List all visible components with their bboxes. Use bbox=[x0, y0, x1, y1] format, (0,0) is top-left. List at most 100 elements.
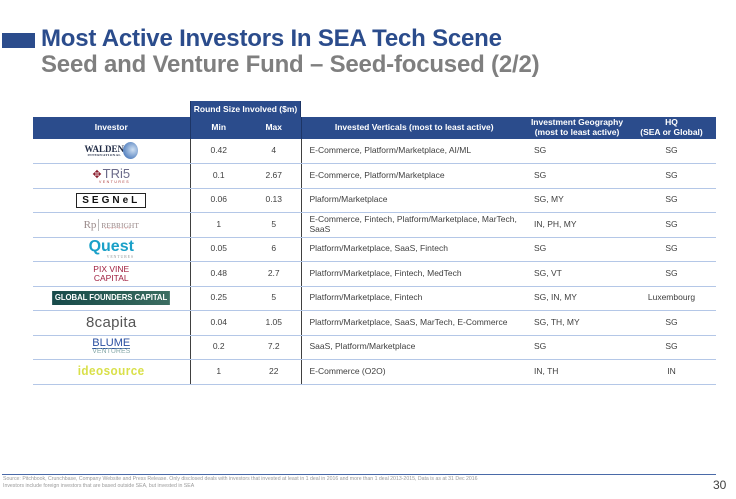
max-cell: 5 bbox=[247, 286, 302, 311]
verticals-cell: E-Commerce (O2O) bbox=[301, 359, 527, 385]
investor-logo-cell: BLUME VENTURES bbox=[33, 335, 190, 360]
walden-logo: WALDEN INTERNATIONAL bbox=[84, 141, 138, 159]
min-cell: 0.04 bbox=[189, 310, 247, 336]
investor-logo-cell: Rp REBRIGHT PARTNERS bbox=[33, 212, 190, 238]
max-cell: 22 bbox=[247, 359, 302, 385]
col-header-max: Max bbox=[247, 117, 302, 139]
max-cell: 0.13 bbox=[247, 188, 302, 213]
max-cell: 6 bbox=[247, 237, 302, 262]
verticals-cell: SaaS, Platform/Marketplace bbox=[301, 335, 527, 360]
table-row: 8capita 0.04 1.05 Platform/Marketplace, … bbox=[33, 310, 716, 336]
geography-cell: SG, VT bbox=[527, 261, 627, 287]
global-founders-logo: GLOBAL FOUNDERS CAPITAL bbox=[52, 291, 171, 306]
hq-cell: SG bbox=[627, 163, 716, 189]
max-cell: 1.05 bbox=[247, 310, 302, 336]
col-header-min: Min bbox=[189, 117, 247, 139]
verticals-cell: Platform/Marketplace, Fintech bbox=[301, 286, 527, 311]
min-cell: 0.1 bbox=[189, 163, 247, 189]
page-number: 30 bbox=[713, 478, 727, 492]
hq-cell: SG bbox=[627, 212, 716, 238]
hq-cell: IN bbox=[627, 359, 716, 385]
investor-logo-cell: Quest VENTURES bbox=[33, 237, 190, 262]
source-line-1: Source: Pitchbook, Crunchbase, Company W… bbox=[3, 476, 478, 482]
col-header-investor: Investor bbox=[33, 117, 190, 139]
geography-cell: SG bbox=[527, 237, 627, 262]
investor-logo-cell: GLOBAL FOUNDERS CAPITAL bbox=[33, 286, 190, 311]
verticals-cell: E-Commerce, Fintech, Platform/Marketplac… bbox=[301, 212, 527, 238]
table-row: SEGNeL 0.06 0.13 Plaform/Marketplace SG,… bbox=[33, 188, 716, 213]
table-header-row: Investor Min Max Invested Verticals (mos… bbox=[33, 117, 716, 139]
min-cell: 0.48 bbox=[189, 261, 247, 287]
investor-logo-cell: 8capita bbox=[33, 310, 190, 336]
geography-cell: SG bbox=[527, 163, 627, 189]
footer-divider bbox=[2, 474, 716, 475]
min-cell: 0.42 bbox=[189, 139, 247, 164]
table-row: ✥TRi5 VENTURES 0.1 2.67 E-Commerce, Platf… bbox=[33, 163, 716, 189]
compass-star-icon: ✥ bbox=[92, 169, 102, 181]
segnel-logo: SEGNeL bbox=[76, 192, 147, 208]
quest-logo: Quest VENTURES bbox=[88, 238, 134, 259]
rp-monogram-icon: Rp bbox=[83, 218, 100, 231]
max-cell: 4 bbox=[247, 139, 302, 164]
rebright-logo: Rp REBRIGHT PARTNERS bbox=[83, 218, 139, 231]
8capita-logo: 8capita bbox=[86, 314, 137, 332]
geography-cell: SG bbox=[527, 139, 627, 164]
page-title: Most Active Investors In SEA Tech Scene bbox=[41, 25, 502, 52]
min-cell: 0.06 bbox=[189, 188, 247, 213]
tri5-logo: ✥TRi5 VENTURES bbox=[92, 166, 131, 184]
geography-cell: IN, TH bbox=[527, 359, 627, 385]
geography-cell: SG, IN, MY bbox=[527, 286, 627, 311]
blume-logo: BLUME VENTURES bbox=[92, 337, 131, 356]
geography-cell: SG, TH, MY bbox=[527, 310, 627, 336]
hq-cell: SG bbox=[627, 139, 716, 164]
min-cell: 1 bbox=[189, 359, 247, 385]
hq-cell: Luxembourg bbox=[627, 286, 716, 311]
ideosource-logo: ideosource bbox=[77, 363, 145, 379]
investor-logo-cell: SEGNeL bbox=[33, 188, 190, 213]
max-cell: 2.7 bbox=[247, 261, 302, 287]
hq-cell: SG bbox=[627, 310, 716, 336]
geography-cell: SG, MY bbox=[527, 188, 627, 213]
hq-cell: SG bbox=[627, 188, 716, 213]
hq-cell: SG bbox=[627, 335, 716, 360]
col-header-hq: HQ (SEA or Global) bbox=[627, 117, 716, 139]
max-cell: 2.67 bbox=[247, 163, 302, 189]
table-row: ideosource 1 22 E-Commerce (O2O) IN, TH … bbox=[33, 359, 716, 385]
title-accent-bar bbox=[2, 33, 35, 48]
geography-cell: SG bbox=[527, 335, 627, 360]
verticals-cell: Platform/Marketplace, SaaS, Fintech bbox=[301, 237, 527, 262]
table-row: PIX VINE CAPITAL 0.48 2.7 Platform/Market… bbox=[33, 261, 716, 287]
col-header-verticals: Invested Verticals (most to least active… bbox=[301, 117, 527, 139]
geography-cell: IN, PH, MY bbox=[527, 212, 627, 238]
investors-table: Investor Min Max Invested Verticals (mos… bbox=[33, 117, 716, 385]
page-subtitle: Seed and Venture Fund – Seed-focused (2/… bbox=[41, 51, 540, 78]
investor-logo-cell: PIX VINE CAPITAL bbox=[33, 261, 190, 287]
table-row: BLUME VENTURES 0.2 7.2 SaaS, Platform/Mar… bbox=[33, 335, 716, 360]
globe-icon bbox=[123, 141, 138, 159]
verticals-cell: E-Commerce, Platform/Marketplace, AI/ML bbox=[301, 139, 527, 164]
col-header-geography: Investment Geography (most to least activ… bbox=[527, 117, 627, 139]
verticals-cell: Platform/Marketplace, Fintech, MedTech bbox=[301, 261, 527, 287]
investor-logo-cell: WALDEN INTERNATIONAL bbox=[33, 139, 190, 164]
hq-cell: SG bbox=[627, 261, 716, 287]
min-cell: 0.2 bbox=[189, 335, 247, 360]
min-cell: 0.05 bbox=[189, 237, 247, 262]
pixvine-logo: PIX VINE CAPITAL bbox=[93, 264, 130, 283]
max-cell: 5 bbox=[247, 212, 302, 238]
source-line-2: Investors include foreign investors that… bbox=[3, 482, 195, 489]
investor-logo-cell: ✥TRi5 VENTURES bbox=[33, 163, 190, 189]
verticals-cell: Platform/Marketplace, SaaS, MarTech, E-C… bbox=[301, 310, 527, 336]
verticals-cell: E-Commerce, Platform/Marketplace bbox=[301, 163, 527, 189]
min-cell: 0.25 bbox=[189, 286, 247, 311]
round-size-group-header: Round Size Involved ($m) bbox=[190, 101, 301, 117]
table-row: WALDEN INTERNATIONAL 0.42 4 E-Commerce, P… bbox=[33, 139, 716, 164]
table-row: GLOBAL FOUNDERS CAPITAL 0.25 5 Platform/… bbox=[33, 286, 716, 311]
table-row: Rp REBRIGHT PARTNERS 1 5 E-Commerce, Finte… bbox=[33, 212, 716, 238]
min-cell: 1 bbox=[189, 212, 247, 238]
table-row: Quest VENTURES 0.05 6 Platform/Marketplac… bbox=[33, 237, 716, 262]
max-cell: 7.2 bbox=[247, 335, 302, 360]
verticals-cell: Plaform/Marketplace bbox=[301, 188, 527, 213]
hq-cell: SG bbox=[627, 237, 716, 262]
investor-logo-cell: ideosource bbox=[33, 359, 190, 385]
source-footnote: Source: Pitchbook, Crunchbase, Company W… bbox=[3, 476, 478, 490]
